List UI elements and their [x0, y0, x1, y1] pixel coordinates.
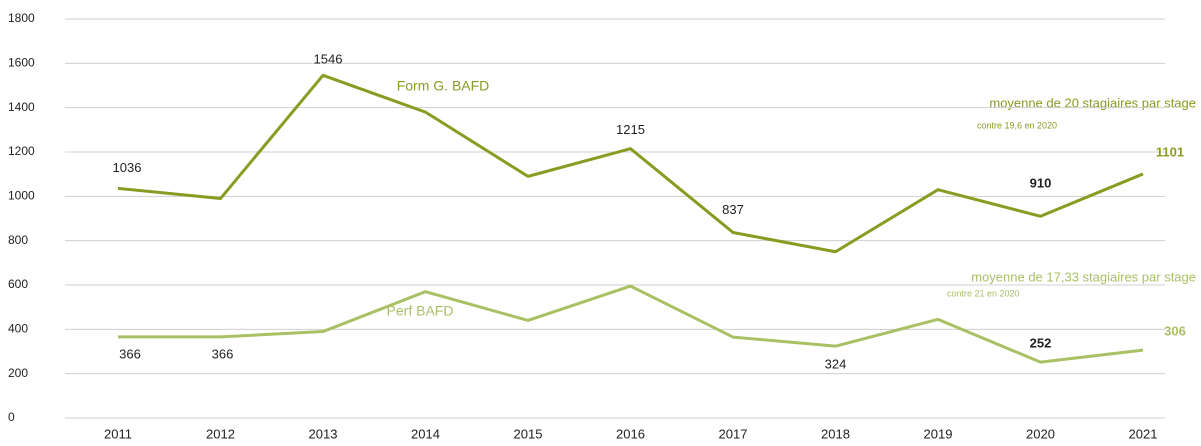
data-label: 1036 — [113, 160, 142, 175]
x-tick-label: 2017 — [719, 426, 748, 441]
y-tick-label: 200 — [8, 366, 28, 380]
y-tick-label: 1200 — [8, 144, 35, 158]
y-tick-label: 600 — [8, 277, 28, 291]
x-tick-label: 2015 — [514, 426, 543, 441]
series-line — [118, 284, 1144, 364]
x-tick-label: 2018 — [821, 426, 850, 441]
annotation: contre 19,6 en 2020 — [977, 120, 1057, 130]
y-tick-label: 400 — [8, 322, 28, 336]
x-tick-label: 2020 — [1026, 426, 1055, 441]
x-tick-label: 2012 — [206, 426, 235, 441]
x-tick-label: 2013 — [309, 426, 338, 441]
data-label: 910 — [1030, 176, 1052, 191]
x-tick-label: 2019 — [924, 426, 953, 441]
data-label: 837 — [722, 202, 744, 217]
annotation: moyenne de 20 stagiaires par stage — [989, 95, 1196, 110]
y-tick-label: 1800 — [8, 11, 35, 25]
y-tick-label: 1000 — [8, 189, 35, 203]
x-tick-label: 2016 — [616, 426, 645, 441]
y-tick-label: 1400 — [8, 100, 35, 114]
data-label: 252 — [1030, 336, 1052, 351]
annotation: moyenne de 17,33 stagiaires par stage — [971, 269, 1196, 284]
series-line — [117, 73, 1144, 254]
y-tick-label: 0 — [8, 410, 15, 424]
annotation: contre 21 en 2020 — [947, 288, 1020, 298]
data-label: 1101 — [1156, 144, 1184, 159]
data-label: 366 — [119, 346, 141, 361]
data-label: 1546 — [314, 52, 343, 67]
data-label: 324 — [825, 357, 847, 372]
data-label: 306 — [1164, 324, 1186, 339]
series-name: Form G. BAFD — [397, 78, 490, 94]
x-tick-label: 2021 — [1129, 426, 1158, 441]
x-tick-label: 2011 — [104, 426, 132, 441]
data-label: 1215 — [616, 122, 645, 137]
y-tick-label: 1600 — [8, 56, 35, 70]
y-tick-label: 800 — [8, 233, 28, 247]
series-name: Perf BAFD — [387, 303, 454, 319]
data-label: 366 — [212, 346, 234, 361]
x-tick-label: 2014 — [411, 426, 440, 441]
